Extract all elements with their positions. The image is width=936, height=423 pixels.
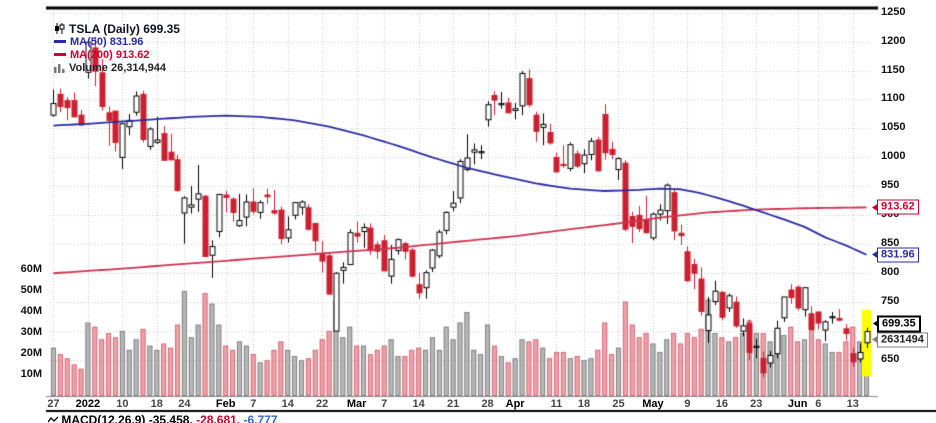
macd-signal-value: -28.681, bbox=[196, 413, 241, 423]
x-axis-label: Feb bbox=[215, 398, 236, 410]
volume-axis-label: 60M bbox=[20, 263, 42, 275]
price-axis-label: 750 bbox=[881, 295, 900, 308]
price-axis-label: 1100 bbox=[881, 92, 905, 105]
price-axis-label: 650 bbox=[881, 353, 900, 366]
ma50-line-swatch bbox=[54, 40, 66, 43]
x-axis-label: 7 bbox=[250, 398, 257, 410]
x-axis-label: 2022 bbox=[75, 398, 101, 410]
ma200-price-tag: 913.62 bbox=[872, 199, 919, 215]
last-price-tag-value: 699.35 bbox=[882, 317, 916, 330]
ma50-price-tag: 831.96 bbox=[872, 247, 919, 263]
x-axis-label: 7 bbox=[381, 398, 388, 410]
x-axis-label: 25 bbox=[612, 398, 625, 410]
chart-title: TSLA (Daily) 699.35 bbox=[69, 21, 180, 36]
x-axis-label: 10 bbox=[116, 398, 129, 410]
price-axis-label: 1150 bbox=[881, 63, 905, 76]
x-axis-label: 18 bbox=[577, 398, 591, 410]
price-axis-label: 950 bbox=[881, 179, 900, 192]
x-axis-label: 27 bbox=[47, 398, 60, 410]
x-axis-label: May bbox=[642, 398, 664, 410]
price-axis-label: 1250 bbox=[881, 5, 906, 18]
legend-row-volume: Volume 26,314,944 bbox=[54, 61, 180, 74]
x-axis-label: 18 bbox=[150, 398, 163, 410]
price-axis-label: 800 bbox=[881, 266, 900, 279]
x-axis-label: 28 bbox=[481, 398, 494, 410]
x-axis-label: 6 bbox=[815, 398, 822, 410]
ma200-line-swatch bbox=[54, 53, 66, 56]
volume-axis-label: 10M bbox=[20, 368, 42, 380]
ma50-price-tag-value: 831.96 bbox=[881, 248, 915, 261]
price-axis-label: 1000 bbox=[881, 150, 906, 163]
ma50-legend-label: MA(50) 831.96 bbox=[70, 35, 144, 48]
legend-row-ma50: MA(50) 831.96 bbox=[54, 35, 180, 48]
volume-axis-label: 20M bbox=[20, 347, 42, 359]
x-axis-label: 11 bbox=[550, 398, 563, 410]
macd-hist-value: -6.777 bbox=[243, 413, 278, 423]
price-axis-label: 1050 bbox=[881, 121, 906, 134]
chart-legend: TSLA (Daily) 699.35 MA(50) 831.96 MA(200… bbox=[54, 22, 180, 74]
x-axis-label: Mar bbox=[346, 398, 367, 410]
volume-axis-label: 40M bbox=[20, 305, 42, 317]
x-axis-label: 9 bbox=[684, 398, 691, 410]
price-axis-label: 1200 bbox=[881, 34, 906, 47]
legend-row-title: TSLA (Daily) 699.35 bbox=[54, 21, 180, 36]
x-axis-label: Apr bbox=[505, 398, 525, 410]
x-axis-label: 24 bbox=[178, 398, 191, 410]
x-axis-label: 14 bbox=[281, 398, 294, 410]
volume-bars-icon bbox=[54, 63, 65, 73]
macd-label: MACD(12,26,9) bbox=[61, 413, 146, 423]
volume-tag-value: 2631494 bbox=[881, 333, 924, 346]
volume-tag: 2631494 bbox=[872, 332, 928, 348]
volume-legend-label: Volume 26,314,944 bbox=[69, 61, 167, 74]
x-axis-label: 21 bbox=[446, 398, 460, 410]
macd-legend: MACD(12,26,9) -35.458, -28.681, -6.777 bbox=[48, 413, 278, 423]
volume-axis-label: 30M bbox=[20, 326, 42, 338]
ma200-legend-label: MA(200) 913.62 bbox=[70, 48, 150, 61]
x-axis-label: 14 bbox=[412, 398, 425, 410]
ma200-price-tag-value: 913.62 bbox=[881, 200, 915, 213]
candlestick-icon bbox=[54, 23, 65, 34]
x-axis-label: 16 bbox=[715, 398, 728, 410]
last-price-tag: 699.35 bbox=[873, 315, 921, 333]
legend-row-ma200: MA(200) 913.62 bbox=[54, 48, 180, 61]
x-axis-label: 23 bbox=[750, 398, 763, 410]
macd-value: -35.458, bbox=[148, 413, 193, 423]
x-axis-label: 13 bbox=[846, 398, 859, 410]
macd-icon bbox=[48, 416, 58, 423]
x-axis-label: Jun bbox=[787, 398, 808, 410]
x-axis-label: 22 bbox=[316, 398, 329, 410]
price-axis-label: 850 bbox=[881, 237, 900, 250]
volume-axis-label: 50M bbox=[20, 284, 42, 296]
